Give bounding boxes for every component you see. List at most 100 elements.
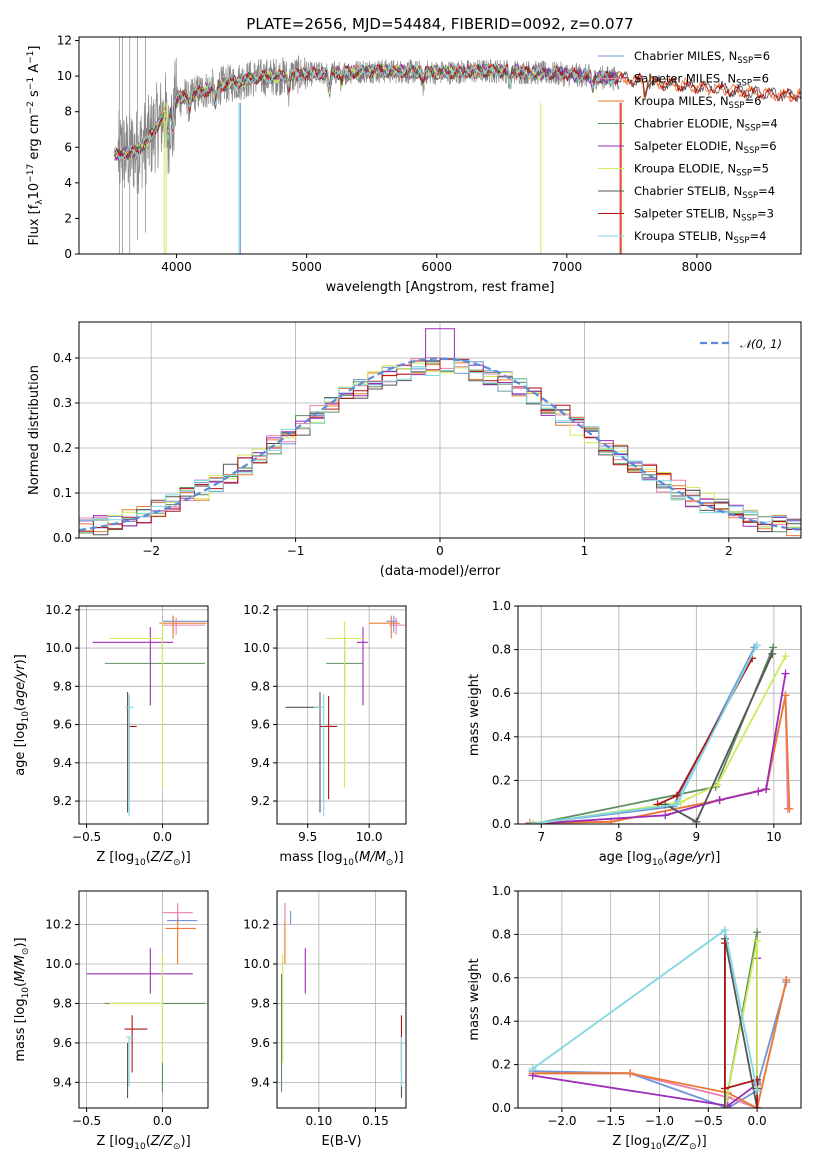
label-fragment: )] xyxy=(697,1134,707,1149)
y-tick-label: 0.1 xyxy=(53,486,72,500)
errorbar-kroupa_elodie xyxy=(109,621,164,788)
x-tick-label: 0.10 xyxy=(306,1114,333,1128)
y-tick-label: 0.8 xyxy=(492,927,511,941)
errorbar-chabrier_elodie xyxy=(104,636,205,691)
y-axis-label: age [log10(age/yr)] xyxy=(13,654,31,776)
weight-marker-salpeter_elodie xyxy=(762,785,771,794)
weight-marker-chabrier_elodie xyxy=(769,643,778,652)
legend-label-salpeter_elodie: Salpeter ELODIE, NSSP=6 xyxy=(634,139,777,156)
axes-frame-group: −2 −1 0 1 2 0.0 0.1 0.2 0.3 0.4 (data-model)/error… xyxy=(27,321,802,579)
errorbar-salpeter_stelib xyxy=(124,1015,148,1073)
axes-frame xyxy=(276,605,407,825)
label-fragment: Flux [f xyxy=(27,204,42,245)
weight-marker-kroupa_elodie xyxy=(713,780,722,789)
y-tick-label: 10.2 xyxy=(243,918,270,932)
x-tick-label: 10.0 xyxy=(356,830,383,844)
label-fragment: )] xyxy=(13,654,28,664)
weight-line-salpeter_elodie xyxy=(532,958,758,1107)
label-fragment: −17 xyxy=(26,164,36,183)
plot-area xyxy=(113,37,801,254)
x-tick-label: 9.5 xyxy=(298,830,317,844)
legend-label-main: Kroupa STELIB, N xyxy=(634,229,734,243)
weight-marker-kroupa_stelib xyxy=(525,820,534,824)
y-tick-label: 9.8 xyxy=(53,996,72,1010)
axes-frame xyxy=(78,36,802,255)
legend-label-chabrier_stelib: Chabrier STELIB, NSSP=4 xyxy=(634,184,775,201)
legend-label-chabrier_miles: Chabrier MILES, NSSP=6 xyxy=(634,49,770,66)
errorbar-salpeter_stelib xyxy=(128,695,137,800)
y-tick-label: 10.0 xyxy=(45,641,72,655)
y-tick-label: 9.8 xyxy=(251,679,270,693)
errorbar-chabrier_stelib xyxy=(126,692,129,813)
label-fragment: ⊙ xyxy=(173,1142,181,1152)
label-fragment: Z [log xyxy=(612,1134,650,1149)
label-fragment: 10 xyxy=(134,1142,146,1152)
weight-marker-chabrier_stelib xyxy=(692,817,701,824)
label-fragment: ⊙ xyxy=(21,948,31,956)
legend-label-kroupa_miles: Kroupa MILES, NSSP=6 xyxy=(634,94,761,111)
weight-marker-kroupa_stelib xyxy=(720,926,729,935)
x-tick-label: 4000 xyxy=(161,260,192,274)
x-tick-label: 0 xyxy=(436,544,444,558)
legend-label-sub: SSP xyxy=(745,124,761,134)
x-tick-label: 0.0 xyxy=(153,1114,172,1128)
label-fragment: ⊙ xyxy=(386,858,394,868)
label-fragment: ( xyxy=(146,850,151,865)
y-tick-label: 0.4 xyxy=(53,351,72,365)
x-tick-label: 9 xyxy=(693,830,701,844)
y-tick-label: 0.6 xyxy=(492,971,511,985)
legend-label-sub: SSP xyxy=(736,169,752,179)
label-fragment: )] xyxy=(393,850,403,865)
errorbar-kroupa_stelib xyxy=(126,693,134,817)
errorbar-salpeter_miles xyxy=(162,902,193,921)
label-fragment: )] xyxy=(710,850,720,865)
label-fragment: s xyxy=(27,90,42,101)
mass-vs-ebv-panel: 0.10 0.15 9.4 9.6 9.8 10.0 10.2 E(B-V) xyxy=(243,890,407,1149)
weight-line-salpeter_elodie xyxy=(529,673,787,824)
label-fragment: Z [log xyxy=(96,1134,134,1149)
y-tick-label: 0.0 xyxy=(492,817,511,831)
y-axis-label: mass weight xyxy=(467,958,482,1040)
x-tick-label: 8 xyxy=(615,830,623,844)
x-tick-label: 1 xyxy=(581,544,589,558)
weight-marker-chabrier_stelib xyxy=(720,1104,729,1108)
y-tick-label: 9.6 xyxy=(251,718,270,732)
y-tick-label: 0.3 xyxy=(53,396,72,410)
axes-frame xyxy=(78,605,209,825)
legend-label-tail: =6 xyxy=(752,72,769,86)
y-tick-label: 2 xyxy=(64,211,72,225)
weight-marker-salpeter_elodie xyxy=(715,796,724,805)
y-tick-label: 10 xyxy=(57,69,72,83)
label-fragment: Z [log xyxy=(96,850,134,865)
y-tick-label: 10.2 xyxy=(45,918,72,932)
label-fragment: 10 xyxy=(27,183,42,200)
legend-label-sub: SSP xyxy=(734,236,750,246)
axes-frame-group: −0.5 0.09.49.69.810.010.2Z [log10(Z/Z⊙)]m… xyxy=(13,890,209,1152)
label-fragment: )] xyxy=(181,850,191,865)
plot-area xyxy=(525,641,794,824)
label-fragment: ⊙ xyxy=(689,1142,697,1152)
x-tick-label: −0.5 xyxy=(694,1114,723,1128)
y-tick-label: 8 xyxy=(64,105,72,119)
label-fragment: A xyxy=(27,64,42,77)
axes-frame-group: 9.5 10.0 9.2 9.4 9.6 9.8 10.0 10.2 mass [log10(M… xyxy=(243,603,407,868)
y-tick-label: 9.4 xyxy=(53,1075,72,1089)
y-axis-label: mass weight xyxy=(467,674,482,756)
label-fragment: ( xyxy=(662,1134,667,1149)
legend-label-normal: 𝒩(0, 1) xyxy=(740,337,782,351)
label-fragment: Z/Z xyxy=(150,850,174,865)
x-tick-label: 6000 xyxy=(421,260,452,274)
legend-label-sub: SSP xyxy=(736,79,752,89)
weight-marker-kroupa_miles xyxy=(782,975,791,984)
y-tick-label: 0 xyxy=(64,247,72,261)
legend-label-tail: =4 xyxy=(761,117,778,131)
legend-label-main: Salpeter MILES, N xyxy=(634,72,736,86)
histogram-kroupa_stelib xyxy=(79,359,801,523)
plot-area xyxy=(92,615,208,817)
y-tick-label: 9.2 xyxy=(53,794,72,808)
x-axis-label: Z [log10(Z/Z⊙)] xyxy=(96,850,190,868)
weight-marker-kroupa_stelib xyxy=(753,1086,762,1095)
weight-marker-salpeter_stelib xyxy=(672,791,681,800)
legend-label-main: Chabrier MILES, N xyxy=(634,49,737,63)
